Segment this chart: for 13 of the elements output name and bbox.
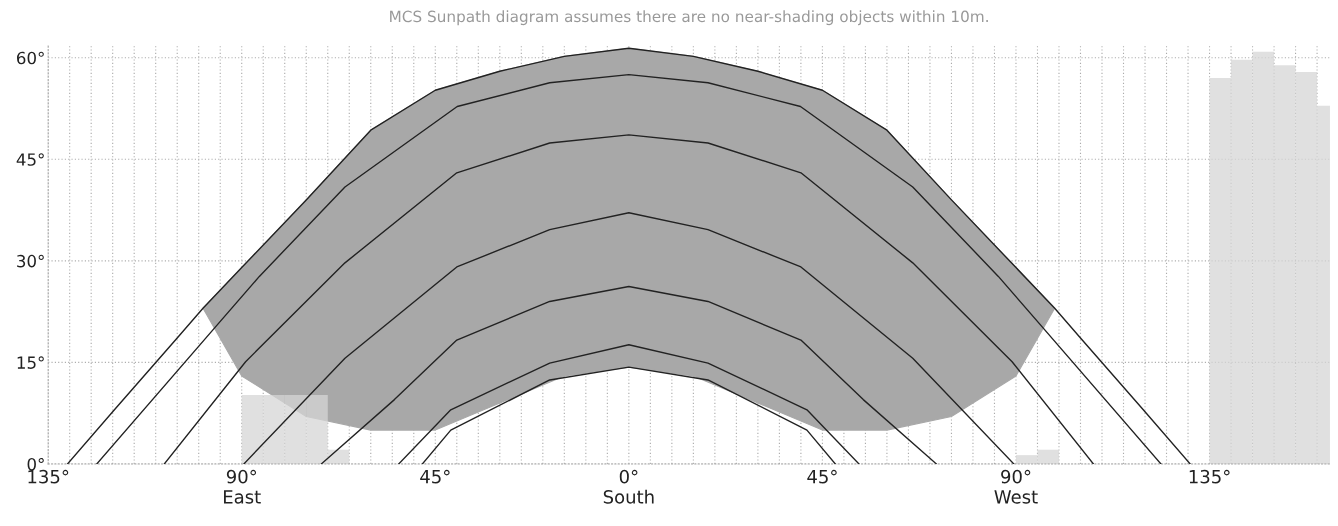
y-tick-label: 30° xyxy=(17,254,44,268)
chart-title: MCS Sunpath diagram assumes there are no near-shading objects within 10m. xyxy=(390,10,988,26)
y-tick-label: 0° xyxy=(27,457,44,471)
x-tick-label: 135° xyxy=(28,469,69,484)
x-tick-label: 90° East xyxy=(224,469,261,504)
y-tick-label: 15° xyxy=(17,356,44,369)
x-tick-label: 135° xyxy=(1189,469,1230,484)
x-tick-label: 45° xyxy=(807,469,837,484)
x-tick-label: 45° xyxy=(420,469,450,484)
x-tick-label: 0° South xyxy=(603,469,654,504)
y-tick-label: 60° xyxy=(17,51,44,65)
y-tick-label: 45° xyxy=(16,153,44,166)
x-tick-label: 90° West xyxy=(994,469,1038,504)
